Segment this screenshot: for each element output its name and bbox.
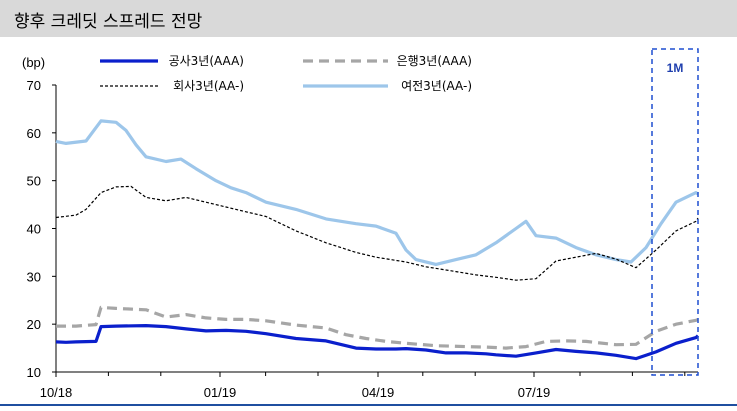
x-tick-label: 10/18	[40, 385, 73, 400]
y-tick-label: 10	[27, 365, 41, 380]
y-tick-label: 30	[27, 269, 41, 284]
chart: (bp) 10 20 30 40 50 60 70 10/18 01/19 04/19 07/19 공…	[22, 48, 700, 400]
chart-series	[55, 119, 700, 361]
series-line-1	[55, 324, 700, 361]
chart-annotation: 1M	[651, 48, 699, 376]
chart-legend: 공사3년(AAA) 은행3년(AAA) 회사3년(AA-) 여전3년(AA-)	[100, 53, 472, 93]
x-tick-label: 07/19	[518, 385, 551, 400]
legend-label: 회사3년(AA-)	[173, 79, 244, 93]
bottom-rule	[0, 404, 737, 406]
x-tick-label: 01/19	[204, 385, 237, 400]
y-tick-label: 20	[27, 317, 41, 332]
y-tick-label: 50	[27, 174, 41, 189]
page-title: 향후 크레딧 스프레드 전망	[14, 12, 203, 32]
series-line-2	[56, 305, 699, 350]
title-bar	[0, 0, 737, 37]
legend-label: 여전3년(AA-)	[401, 79, 472, 93]
legend-label: 공사3년(AAA)	[169, 54, 244, 68]
y-axis-unit: (bp)	[22, 55, 45, 70]
y-tick-label: 60	[27, 126, 41, 141]
series-line-3	[55, 185, 699, 281]
x-tick-label: 04/19	[362, 385, 395, 400]
y-tick-label: 70	[27, 78, 41, 93]
chart-axes: (bp) 10 20 30 40 50 60 70 10/18 01/19 04/19 07/19	[22, 55, 698, 400]
y-tick-label: 40	[27, 222, 41, 237]
forecast-label: 1M	[667, 61, 684, 75]
forecast-box	[651, 48, 699, 376]
series-line-4	[55, 119, 699, 266]
legend-label: 은행3년(AAA)	[397, 53, 472, 68]
